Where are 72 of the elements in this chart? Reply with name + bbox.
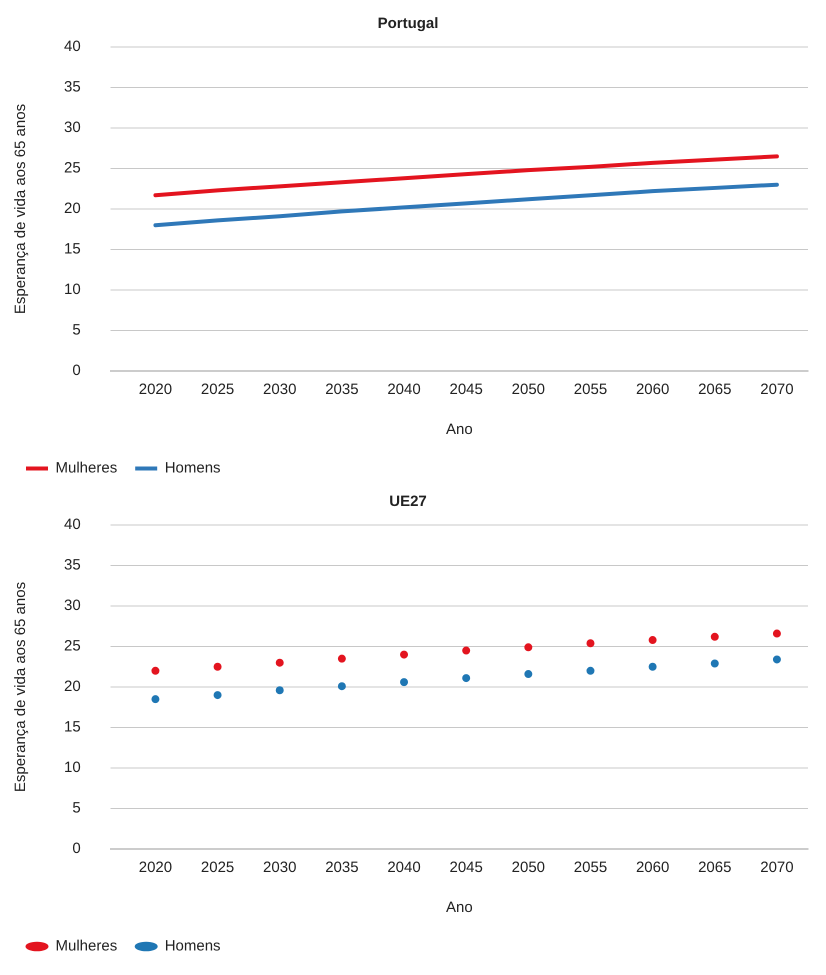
x-tick-label: 2020 xyxy=(138,859,172,876)
y-axis-title: Esperança de vida aos 65 anos xyxy=(12,582,30,792)
y-tick-label: 5 xyxy=(72,800,81,817)
point xyxy=(400,650,408,659)
x-tick-label: 2065 xyxy=(698,381,732,398)
point xyxy=(586,639,594,648)
point xyxy=(710,660,719,668)
point xyxy=(524,643,532,652)
y-tick-label: 5 xyxy=(72,322,81,339)
y-tick-label: 0 xyxy=(72,362,81,380)
y-tick-label: 35 xyxy=(64,78,81,96)
y-tick-label: 30 xyxy=(64,597,81,614)
point xyxy=(462,646,470,655)
y-tick-label: 15 xyxy=(64,240,81,258)
point xyxy=(151,666,160,675)
x-tick-label: 2025 xyxy=(200,381,234,398)
x-tick-label: 2040 xyxy=(387,381,421,398)
point xyxy=(710,632,719,641)
x-tick-label: 2060 xyxy=(636,859,670,876)
legend-label: Mulheres xyxy=(56,460,118,477)
y-tick-label: 0 xyxy=(72,840,81,858)
point xyxy=(214,691,222,700)
legend-label: Homens xyxy=(164,938,221,955)
legend-label: Homens xyxy=(164,460,221,477)
legend-label: Mulheres xyxy=(56,938,118,955)
point xyxy=(338,682,346,690)
x-tick-label: 2070 xyxy=(760,859,794,876)
x-tick-label: 2045 xyxy=(449,381,483,398)
x-tick-label: 2050 xyxy=(512,381,546,398)
y-tick-label: 10 xyxy=(64,759,81,776)
point xyxy=(400,678,408,686)
x-tick-label: 2030 xyxy=(263,381,296,398)
y-tick-label: 35 xyxy=(64,556,81,574)
x-tick-label: 2070 xyxy=(760,381,794,398)
x-tick-label: 2045 xyxy=(449,859,483,876)
y-tick-label: 40 xyxy=(64,38,81,56)
x-tick-label: 2050 xyxy=(512,859,546,876)
chart-title: UE27 xyxy=(389,493,427,510)
y-tick-label: 10 xyxy=(64,281,81,298)
point xyxy=(214,662,222,671)
x-tick-label: 2025 xyxy=(200,859,234,876)
point xyxy=(151,695,160,704)
x-tick-label: 2035 xyxy=(325,381,359,398)
y-tick-label: 20 xyxy=(64,678,81,696)
point xyxy=(524,670,532,678)
point xyxy=(276,658,284,667)
x-tick-label: 2055 xyxy=(574,381,608,398)
point xyxy=(648,636,657,644)
x-tick-label: 2060 xyxy=(636,381,670,398)
y-tick-label: 15 xyxy=(64,718,81,736)
point xyxy=(772,630,781,638)
point xyxy=(338,654,346,663)
y-tick-label: 25 xyxy=(64,638,81,655)
point xyxy=(462,674,470,682)
y-axis-title: Esperança de vida aos 65 anos xyxy=(12,104,30,314)
point xyxy=(648,662,657,671)
x-tick-label: 2035 xyxy=(325,859,359,876)
x-axis-title: Ano xyxy=(446,421,473,438)
y-tick-label: 40 xyxy=(64,516,81,534)
x-tick-label: 2030 xyxy=(263,859,296,876)
point xyxy=(276,686,284,694)
y-tick-label: 20 xyxy=(64,200,81,218)
point xyxy=(586,666,594,675)
y-tick-label: 25 xyxy=(64,160,81,177)
x-tick-label: 2065 xyxy=(698,859,732,876)
point xyxy=(772,655,781,664)
x-tick-label: 2020 xyxy=(138,381,172,398)
chart-title: Portugal xyxy=(378,15,438,32)
x-tick-label: 2055 xyxy=(574,859,608,876)
x-axis-title: Ano xyxy=(446,899,473,916)
y-tick-label: 30 xyxy=(64,119,81,136)
x-tick-label: 2040 xyxy=(387,859,421,876)
